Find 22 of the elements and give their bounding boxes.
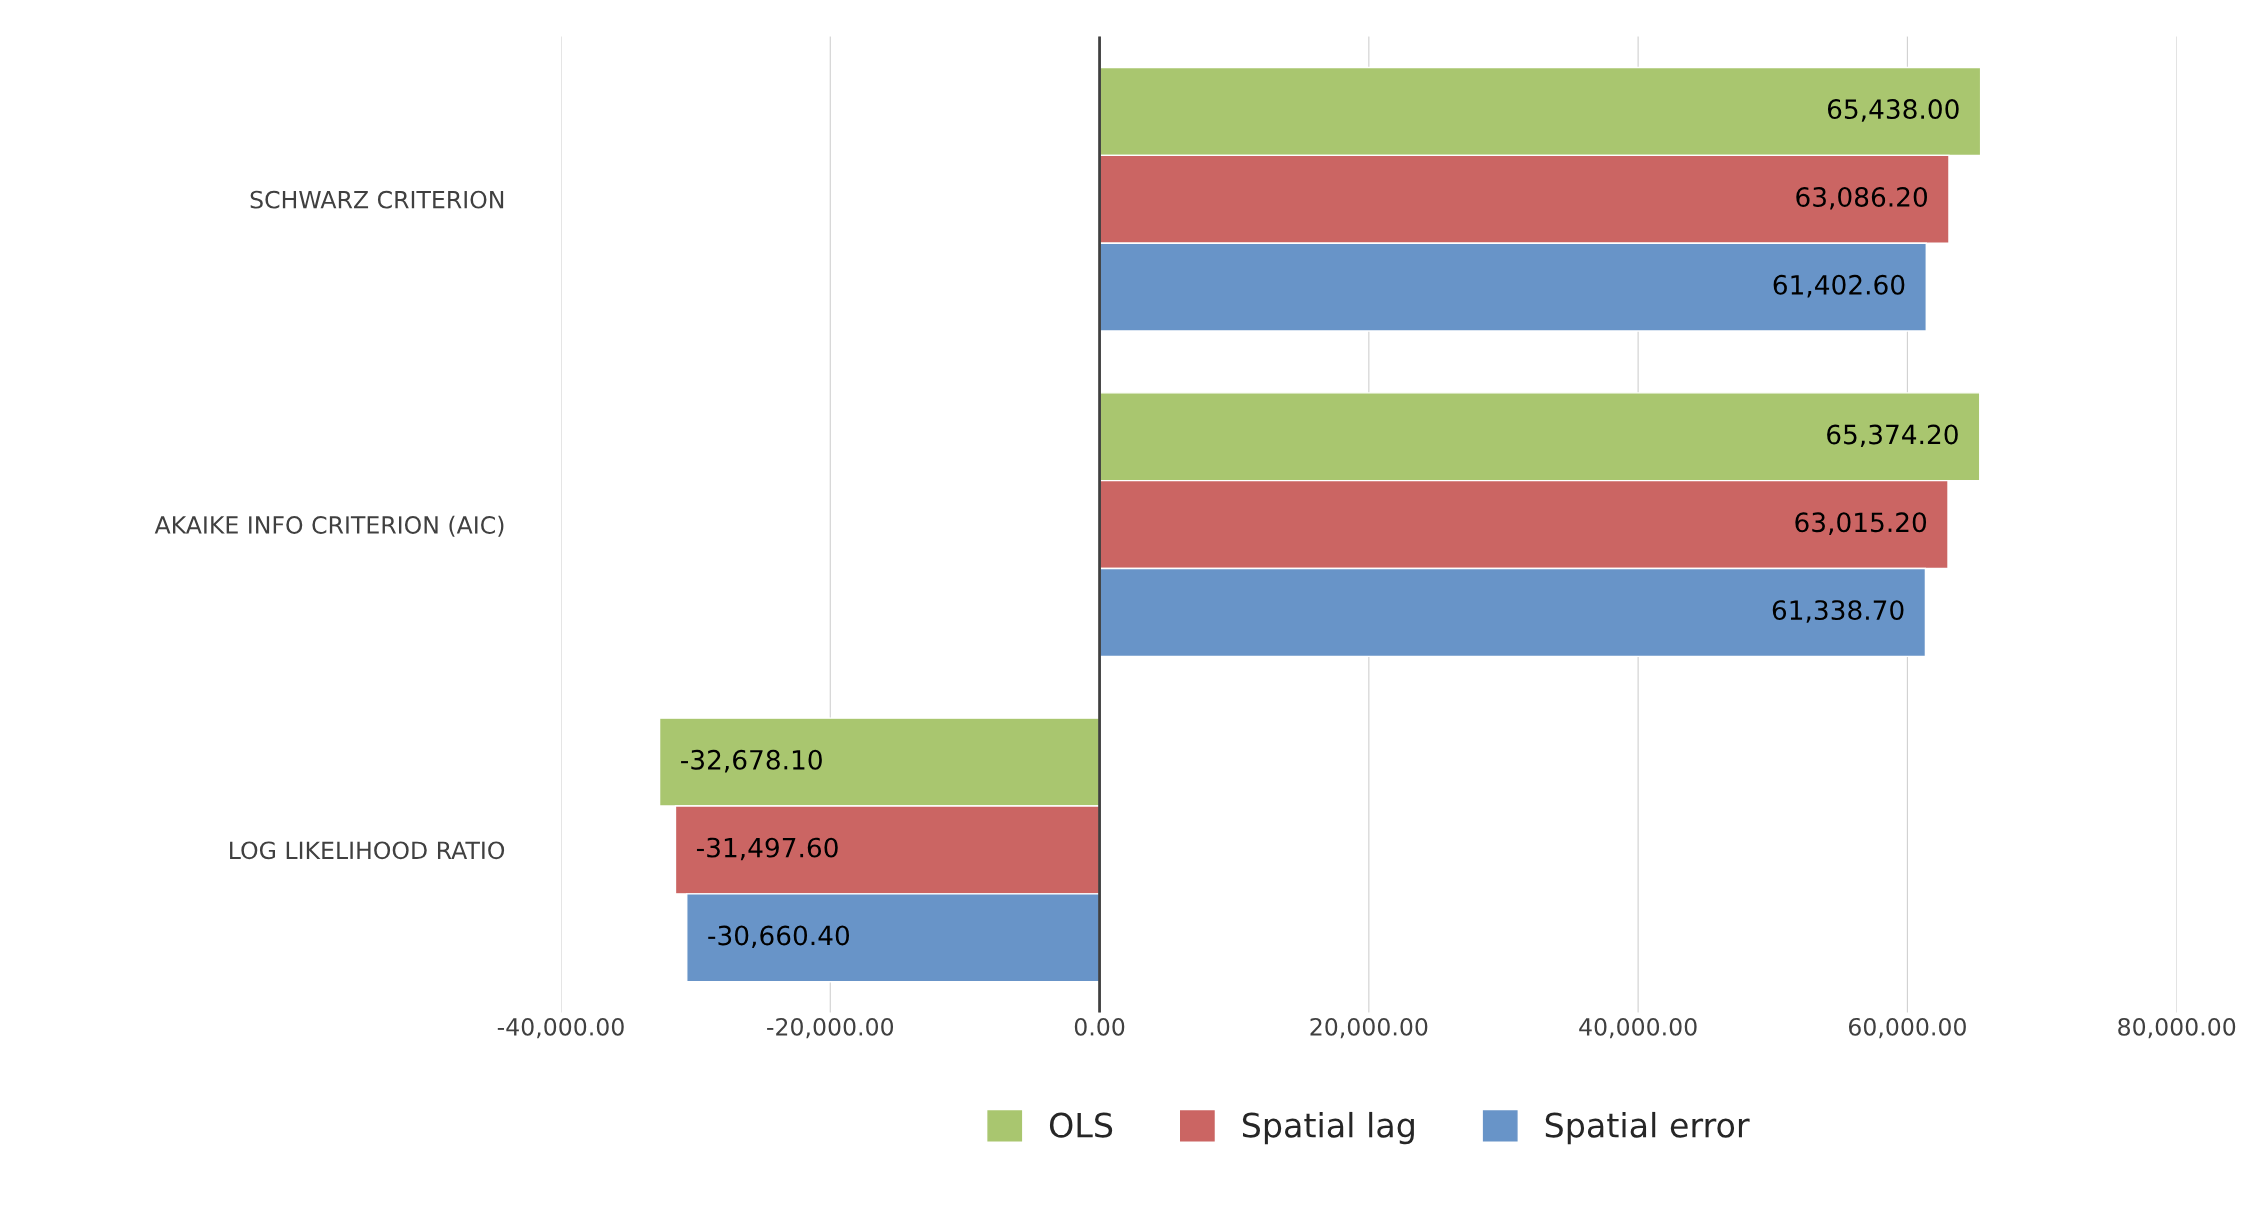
y-tick-label: SCHWARZ CRITERION (250, 190, 504, 209)
x-tick-label: 20,000.00 (1310, 1017, 1428, 1039)
x-tick-label: 80,000.00 (2118, 1017, 2236, 1039)
data-label: -32,678.10 (681, 749, 822, 773)
y-tick-label: LOG LIKELIHOOD RATIO (230, 841, 505, 860)
x-tick-label: -20,000.00 (767, 1017, 894, 1039)
legend-label: Spatial error (1545, 1111, 1750, 1145)
data-label: -31,497.60 (696, 837, 838, 861)
data-label: 65,438.00 (1827, 99, 1959, 122)
x-tick-label: -40,000.00 (497, 1017, 624, 1039)
data-label: 61,402.60 (1773, 274, 1905, 298)
data-label: 63,086.20 (1796, 186, 1927, 210)
y-tick-label: AKAIKE INFO CRITERION (AIC) (154, 515, 504, 537)
data-label: 65,374.20 (1827, 424, 1958, 448)
x-tick-label: 0.00 (1074, 1017, 1125, 1036)
legend-label: Spatial lag (1242, 1111, 1414, 1145)
data-label: 61,338.70 (1772, 600, 1904, 623)
x-tick-label: 60,000.00 (1848, 1017, 1966, 1039)
legend-label: OLS (1049, 1112, 1113, 1138)
data-label: 63,015.20 (1795, 512, 1927, 535)
x-tick-label: 40,000.00 (1579, 1017, 1697, 1039)
data-label: -30,660.40 (708, 925, 850, 949)
